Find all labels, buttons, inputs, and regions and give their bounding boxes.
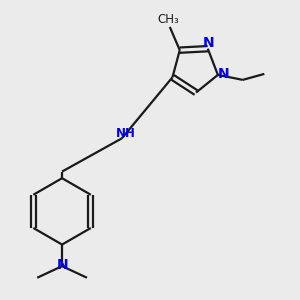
Text: N: N: [218, 67, 229, 81]
Text: N: N: [203, 36, 214, 50]
Text: N: N: [56, 259, 68, 272]
Text: CH₃: CH₃: [157, 13, 179, 26]
Text: NH: NH: [116, 127, 136, 140]
